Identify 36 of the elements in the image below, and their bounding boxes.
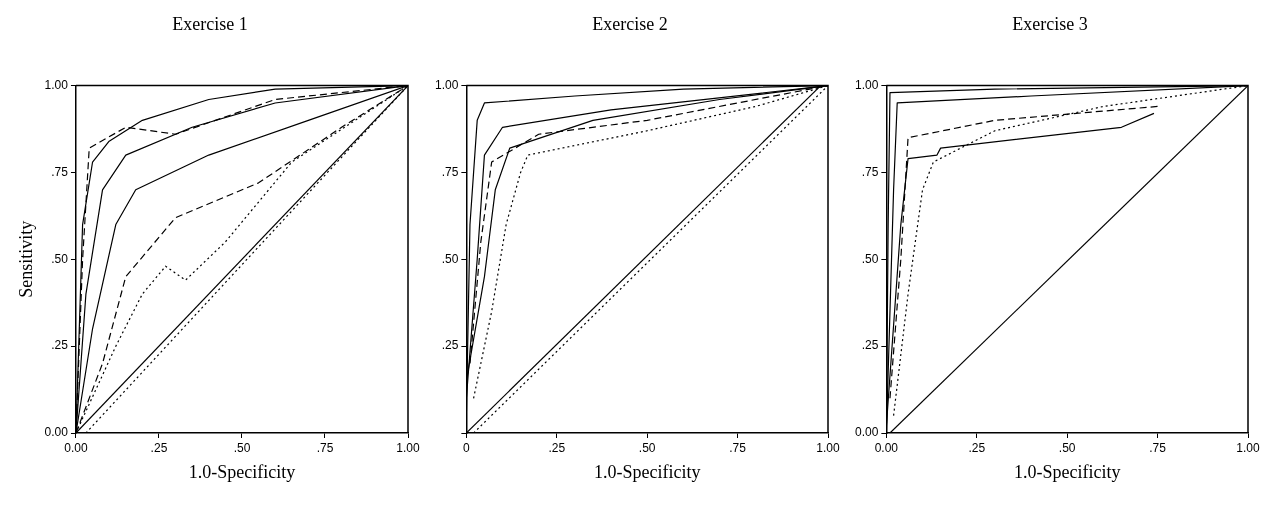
x-tick-label: 0.00 [64,440,88,455]
chart-title: Exercise 1 [172,13,248,34]
y-tick-label: 0.00 [44,425,69,440]
y-tick-label: 1.00 [44,77,69,92]
x-tick-label: 0 [463,440,471,455]
x-tick-label: .75 [316,440,334,455]
y-tick-label: .50 [861,251,879,266]
x-tick-label: 1.00 [816,440,840,455]
y-tick-label: .25 [861,338,879,353]
x-tick-label: .50 [233,440,251,455]
x-tick-label: 1.00 [1236,440,1260,455]
x-tick-label: 0.00 [874,440,899,455]
x-tick-label: 1.00 [396,440,420,455]
x-tick-label: .25 [968,440,986,455]
y-tick-label: 0.00 [855,425,879,440]
chart-title: Exercise 3 [1012,13,1088,34]
y-tick-label: .75 [51,164,69,179]
x-tick-label: .50 [638,440,656,455]
y-tick-label: .75 [441,164,459,179]
x-tick-label: .25 [150,440,168,455]
y-tick-label: .25 [441,338,459,353]
x-axis-title: 1.0-Specificity [188,461,296,482]
y-tick-label: .25 [51,338,69,353]
y-axis-title: Sensitivity [15,220,36,298]
x-tick-label: .50 [1058,440,1076,455]
y-tick-label: .75 [861,164,879,179]
x-tick-label: .75 [729,440,747,455]
x-axis-title: 1.0-Specificity [1013,461,1121,482]
y-tick-label: 1.00 [435,77,459,92]
y-tick-label: .50 [51,251,69,266]
y-tick-label: .50 [441,251,459,266]
x-tick-label: .75 [1149,440,1167,455]
x-tick-label: .25 [548,440,566,455]
y-tick-label: 1.00 [855,77,879,92]
x-axis-title: 1.0-Specificity [593,461,701,482]
chart-title: Exercise 2 [592,13,668,34]
